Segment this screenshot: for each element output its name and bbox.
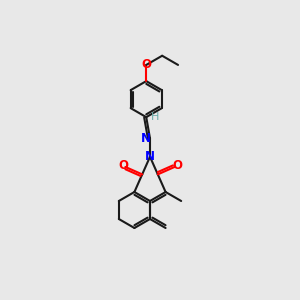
Text: O: O — [172, 159, 182, 172]
Text: N: N — [140, 132, 151, 145]
Text: O: O — [141, 58, 151, 71]
Text: O: O — [118, 159, 128, 172]
Text: H: H — [151, 112, 159, 122]
Text: N: N — [145, 150, 155, 163]
